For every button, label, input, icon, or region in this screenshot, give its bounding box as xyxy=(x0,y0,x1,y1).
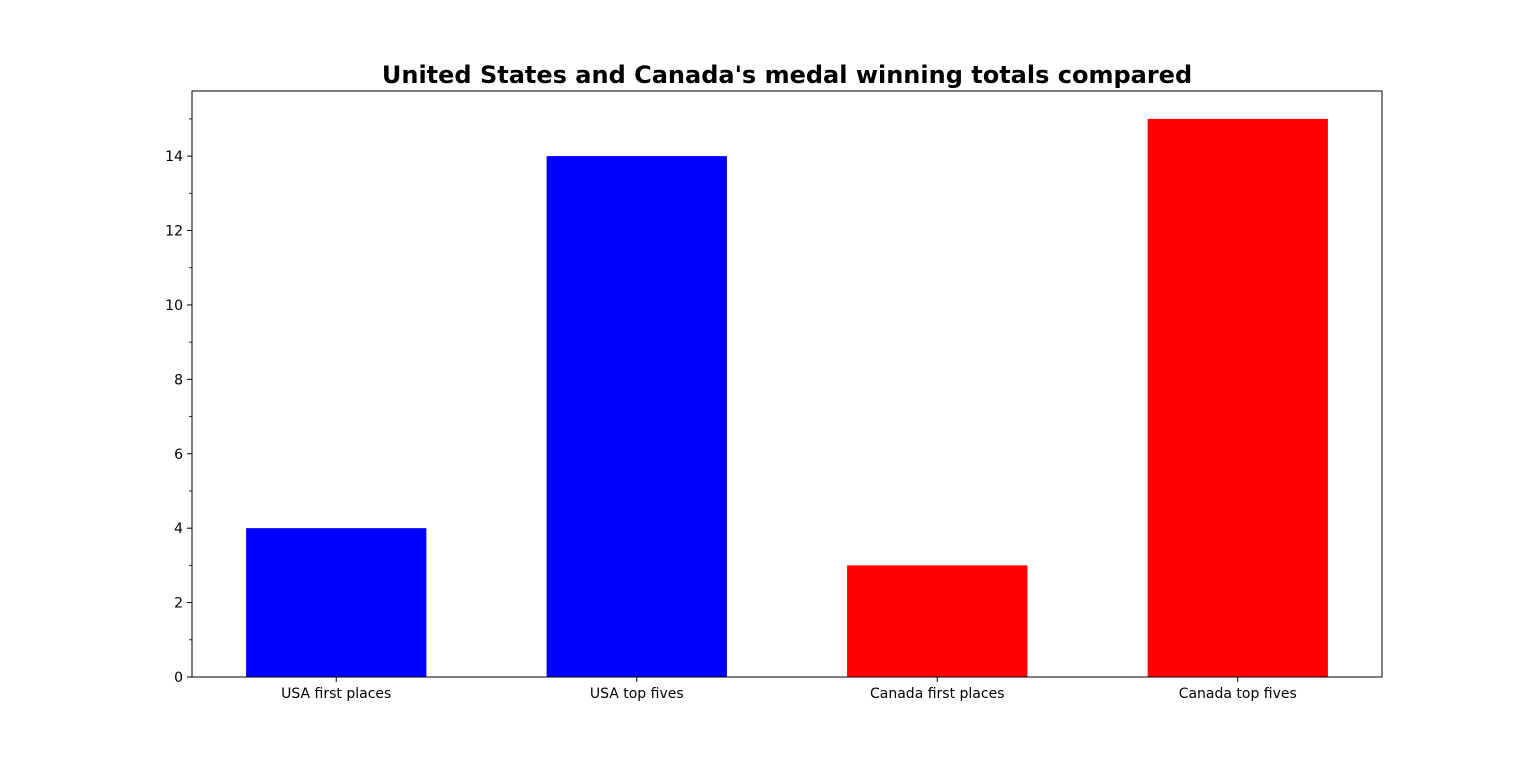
x-tick-label: Canada top fives xyxy=(1179,686,1297,702)
x-tick-label: USA first places xyxy=(281,686,391,702)
y-tick-label: 0 xyxy=(174,670,183,686)
chart-title: United States and Canada's medal winning… xyxy=(382,61,1192,89)
y-axis: 0 2 4 6 8 10 12 14 xyxy=(165,118,192,686)
y-tick-label: 2 xyxy=(174,596,183,612)
y-tick-label: 6 xyxy=(174,447,183,463)
bars-layer xyxy=(246,118,1328,678)
bar-usa-first-places xyxy=(246,528,427,677)
x-axis: USA first places USA top fives Canada firs… xyxy=(281,677,1297,702)
x-tick-label: USA top fives xyxy=(590,686,684,702)
y-tick-label: 8 xyxy=(174,372,183,388)
bar-usa-top-fives xyxy=(546,156,727,678)
y-tick-label: 12 xyxy=(165,224,183,240)
y-tick-label: 10 xyxy=(165,298,183,314)
y-tick-label: 14 xyxy=(165,149,183,165)
bar-canada-first-places xyxy=(847,565,1028,677)
plot-frame xyxy=(191,90,1383,678)
bar-canada-top-fives xyxy=(1147,118,1328,677)
x-tick-label: Canada first places xyxy=(870,686,1005,702)
y-tick-label: 4 xyxy=(174,521,183,537)
